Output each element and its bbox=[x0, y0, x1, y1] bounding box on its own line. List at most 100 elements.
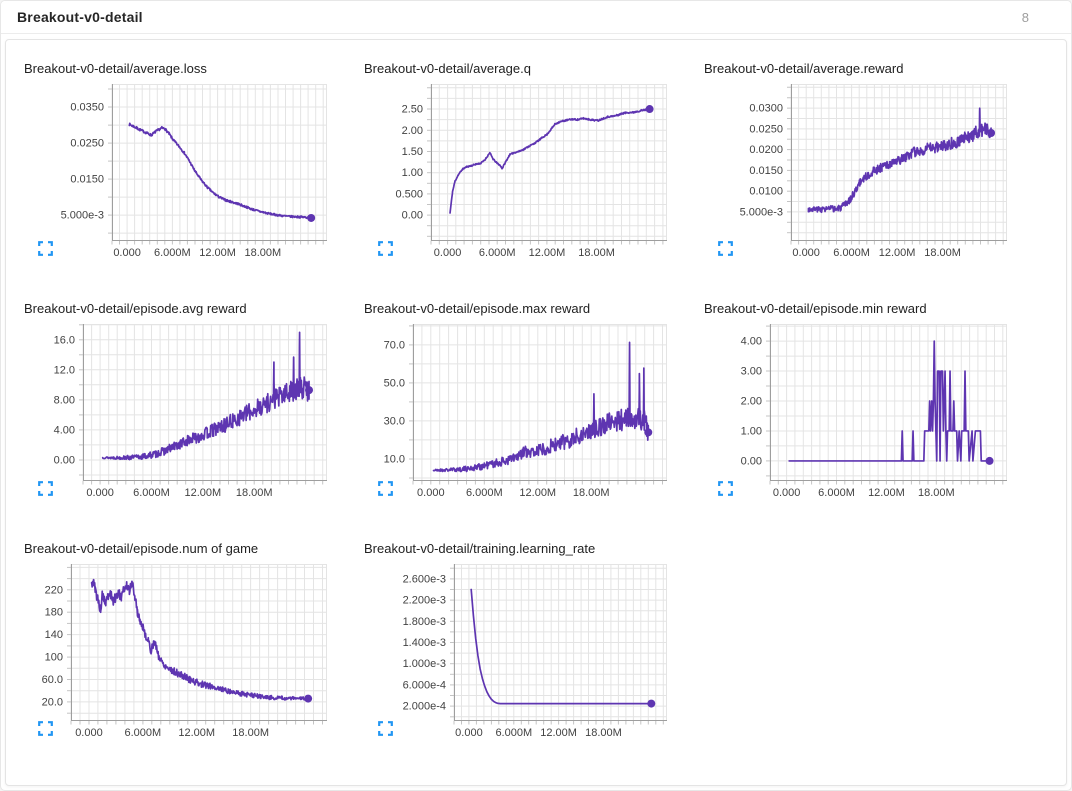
svg-text:50.0: 50.0 bbox=[384, 377, 405, 389]
svg-text:12.00M: 12.00M bbox=[529, 247, 566, 259]
svg-text:70.0: 70.0 bbox=[384, 339, 405, 351]
svg-text:18.00M: 18.00M bbox=[585, 727, 622, 739]
svg-text:12.00M: 12.00M bbox=[199, 247, 236, 259]
svg-text:12.00M: 12.00M bbox=[178, 727, 215, 739]
svg-text:18.00M: 18.00M bbox=[245, 247, 282, 259]
svg-text:2.00: 2.00 bbox=[741, 396, 762, 408]
chart-plot[interactable]: 0.0350 0.0250 0.0150 5.000e-3 0.000 6.000M 12.… bbox=[24, 84, 354, 264]
svg-text:12.00M: 12.00M bbox=[540, 727, 577, 739]
fullscreen-icon bbox=[37, 241, 53, 256]
chart-card: Breakout-v0-detail/episode.max reward 70… bbox=[364, 300, 704, 540]
svg-text:2.000e-4: 2.000e-4 bbox=[403, 701, 446, 713]
svg-text:0.0200: 0.0200 bbox=[749, 144, 783, 156]
chart-count-badge: 8 bbox=[1021, 9, 1029, 25]
svg-text:0.000: 0.000 bbox=[86, 487, 114, 499]
svg-text:2.00: 2.00 bbox=[402, 125, 423, 137]
chart-plot[interactable]: 4.00 3.00 2.00 1.00 0.00 0.000 6.000M 12.00M 18.… bbox=[704, 324, 1034, 504]
expand-chart-button[interactable] bbox=[717, 481, 733, 497]
svg-text:1.400e-3: 1.400e-3 bbox=[403, 637, 446, 649]
svg-text:12.00M: 12.00M bbox=[519, 487, 556, 499]
fullscreen-icon bbox=[377, 241, 393, 256]
svg-text:12.00M: 12.00M bbox=[879, 247, 916, 259]
charts-grid: Breakout-v0-detail/average.loss 0.0350 0.… bbox=[6, 40, 1066, 780]
category-header[interactable]: Breakout-v0-detail 8 bbox=[1, 1, 1071, 34]
svg-text:0.0250: 0.0250 bbox=[70, 138, 104, 150]
svg-text:0.0300: 0.0300 bbox=[749, 103, 783, 115]
chart-plot[interactable]: 70.0 50.0 30.0 10.0 0.000 6.000M 12.00M 18.00M bbox=[364, 324, 694, 504]
svg-text:18.00M: 18.00M bbox=[573, 487, 610, 499]
expand-chart-button[interactable] bbox=[377, 481, 393, 497]
svg-text:18.00M: 18.00M bbox=[232, 727, 269, 739]
expand-chart-button[interactable] bbox=[37, 241, 53, 257]
svg-text:18.00M: 18.00M bbox=[578, 247, 615, 259]
svg-text:0.00: 0.00 bbox=[402, 210, 423, 222]
svg-text:0.000: 0.000 bbox=[417, 487, 445, 499]
chart-card: Breakout-v0-detail/episode.avg reward 16… bbox=[24, 300, 364, 540]
svg-text:1.800e-3: 1.800e-3 bbox=[403, 616, 446, 628]
svg-text:12.00M: 12.00M bbox=[868, 487, 905, 499]
svg-text:0.000: 0.000 bbox=[455, 727, 483, 739]
svg-text:2.50: 2.50 bbox=[402, 104, 423, 116]
fullscreen-icon bbox=[37, 721, 53, 736]
expand-chart-button[interactable] bbox=[377, 721, 393, 737]
chart-title: Breakout-v0-detail/average.q bbox=[364, 61, 531, 76]
svg-text:6.000e-4: 6.000e-4 bbox=[403, 679, 446, 691]
fullscreen-icon bbox=[717, 481, 733, 496]
svg-text:3.00: 3.00 bbox=[741, 366, 762, 378]
chart-card: Breakout-v0-detail/average.reward 0.0300… bbox=[704, 60, 1044, 300]
svg-text:140: 140 bbox=[45, 629, 63, 641]
chart-plot[interactable]: 2.50 2.00 1.50 1.00 0.500 0.00 0.000 6.000M 12.0… bbox=[364, 84, 694, 264]
svg-text:0.0250: 0.0250 bbox=[749, 123, 783, 135]
fullscreen-icon bbox=[37, 481, 53, 496]
svg-text:180: 180 bbox=[45, 607, 63, 619]
svg-text:0.00: 0.00 bbox=[54, 454, 75, 466]
expand-chart-button[interactable] bbox=[37, 481, 53, 497]
svg-text:0.000: 0.000 bbox=[773, 487, 801, 499]
chart-plot[interactable]: 0.0300 0.0250 0.0200 0.0150 0.0100 5.000e-3 0.… bbox=[704, 84, 1034, 264]
svg-text:20.0: 20.0 bbox=[42, 696, 63, 708]
svg-text:5.000e-3: 5.000e-3 bbox=[61, 210, 104, 222]
chart-plot[interactable]: 16.0 12.0 8.00 4.00 0.00 0.000 6.000M 12.00M 18.… bbox=[24, 324, 354, 504]
svg-text:6.000M: 6.000M bbox=[495, 727, 532, 739]
chart-plot[interactable]: 220 180 140 100 60.0 20.0 0.000 6.000M 12.00M 18.… bbox=[24, 564, 354, 744]
expand-chart-button[interactable] bbox=[37, 721, 53, 737]
chart-card: Breakout-v0-detail/episode.num of game 2… bbox=[24, 540, 364, 780]
svg-text:220: 220 bbox=[45, 584, 63, 596]
svg-text:6.000M: 6.000M bbox=[133, 487, 170, 499]
chart-card: Breakout-v0-detail/average.loss 0.0350 0.… bbox=[24, 60, 364, 300]
fullscreen-icon bbox=[377, 481, 393, 496]
svg-text:6.000M: 6.000M bbox=[154, 247, 191, 259]
chart-card: Breakout-v0-detail/training.learning_rat… bbox=[364, 540, 704, 780]
chart-plot[interactable]: 2.600e-3 2.200e-3 1.800e-3 1.400e-3 1.000e-3… bbox=[364, 564, 694, 744]
svg-text:8.00: 8.00 bbox=[54, 394, 75, 406]
svg-text:16.0: 16.0 bbox=[54, 334, 75, 346]
chart-title: Breakout-v0-detail/episode.num of game bbox=[24, 541, 259, 556]
svg-text:60.0: 60.0 bbox=[42, 674, 63, 686]
svg-text:0.0150: 0.0150 bbox=[749, 165, 783, 177]
expand-chart-button[interactable] bbox=[377, 241, 393, 257]
expand-chart-button[interactable] bbox=[717, 241, 733, 257]
chart-title: Breakout-v0-detail/episode.min reward bbox=[704, 301, 927, 316]
svg-text:18.00M: 18.00M bbox=[924, 247, 961, 259]
svg-text:6.000M: 6.000M bbox=[125, 727, 162, 739]
svg-text:6.000M: 6.000M bbox=[833, 247, 870, 259]
svg-text:0.000: 0.000 bbox=[434, 247, 462, 259]
svg-text:10.0: 10.0 bbox=[384, 453, 405, 465]
svg-text:1.50: 1.50 bbox=[402, 146, 423, 158]
svg-text:0.0350: 0.0350 bbox=[70, 102, 104, 114]
svg-text:6.000M: 6.000M bbox=[818, 487, 855, 499]
chart-card: Breakout-v0-detail/episode.min reward 4.… bbox=[704, 300, 1044, 540]
svg-text:0.000: 0.000 bbox=[113, 247, 141, 259]
svg-text:12.00M: 12.00M bbox=[185, 487, 222, 499]
svg-text:0.500: 0.500 bbox=[395, 188, 423, 200]
fullscreen-icon bbox=[377, 721, 393, 736]
svg-text:18.00M: 18.00M bbox=[918, 487, 955, 499]
svg-text:5.000e-3: 5.000e-3 bbox=[740, 206, 783, 218]
svg-text:6.000M: 6.000M bbox=[466, 487, 503, 499]
svg-text:1.000e-3: 1.000e-3 bbox=[403, 658, 446, 670]
chart-title: Breakout-v0-detail/training.learning_rat… bbox=[364, 541, 596, 556]
svg-text:100: 100 bbox=[45, 652, 63, 664]
svg-text:2.600e-3: 2.600e-3 bbox=[403, 573, 446, 585]
svg-text:0.0150: 0.0150 bbox=[70, 174, 104, 186]
